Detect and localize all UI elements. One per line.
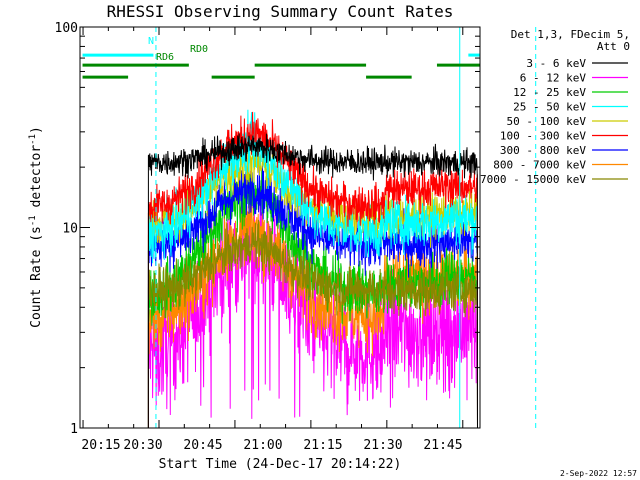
y-tick-label: 1 — [70, 422, 78, 437]
axes-layer: 100 10 120:15 20:30 20:45 21:00 21:15 21:30 21:4… — [55, 21, 481, 453]
legend-entry-label: 50 - 100 keV — [507, 115, 587, 128]
legend-entry-label: 7000 - 15000 keV — [480, 173, 586, 186]
x-tick-label: 21:45 — [423, 438, 462, 453]
y-axis-label-end: ) — [29, 126, 44, 134]
x-axis-label: Start Time (24-Dec-17 20:14:22) — [159, 457, 402, 472]
legend-entry-label: 12 - 25 keV — [513, 86, 586, 99]
y-axis-label: Count Rate (s-1 detector-1) — [28, 126, 44, 328]
flags-layer: N RD0 RD6 — [79, 27, 537, 428]
legend-header-line2: Att 0 — [597, 40, 630, 53]
x-tick-label: 21:15 — [303, 438, 342, 453]
series-100-300-kev-line — [147, 111, 478, 429]
legend-entry-label: 6 - 12 keV — [520, 72, 587, 85]
chart-title: RHESSI Observing Summary Count Rates — [107, 2, 454, 21]
legend-entry-label: 800 - 7000 keV — [493, 159, 586, 172]
series-7000-15000-kev-line — [147, 219, 478, 429]
x-tick-label: 21:00 — [243, 438, 282, 453]
flag-rd0-label: RD0 — [190, 44, 208, 55]
legend-header-line1: Det 1,3, FDecim 5, — [511, 28, 630, 41]
y-axis-label-mid: detector — [29, 145, 44, 216]
legend-entry-label: 25 - 50 keV — [513, 101, 586, 114]
x-tick-label: 20:45 — [183, 438, 222, 453]
series-3-6-kev-line — [147, 133, 478, 429]
y-tick-label: 10 — [62, 222, 78, 237]
legend-entry-label: 3 - 6 keV — [526, 57, 586, 70]
x-tick-label: 21:30 — [363, 438, 402, 453]
legend-entry-label: 300 - 800 keV — [500, 144, 586, 157]
flag-n-label: N — [148, 36, 154, 47]
legend: Det 1,3, FDecim 5, Att 0 3 - 6 keV 6 - 12… — [480, 28, 630, 186]
x-tick-label: 20:15 — [81, 438, 120, 453]
y-axis-label-sup2: -1 — [28, 134, 38, 145]
y-axis-label-sup1: -1 — [28, 215, 38, 226]
legend-entry-label: 100 - 300 keV — [500, 130, 586, 143]
data-layer — [147, 109, 478, 429]
x-tick-label: 20:30 — [123, 438, 162, 453]
y-tick-label: 100 — [55, 21, 78, 36]
flag-rd6-label: RD6 — [156, 52, 174, 63]
y-axis-label-main: Count Rate (s — [29, 226, 44, 328]
date-stamp: 2-Sep-2022 12:57 — [560, 469, 637, 478]
